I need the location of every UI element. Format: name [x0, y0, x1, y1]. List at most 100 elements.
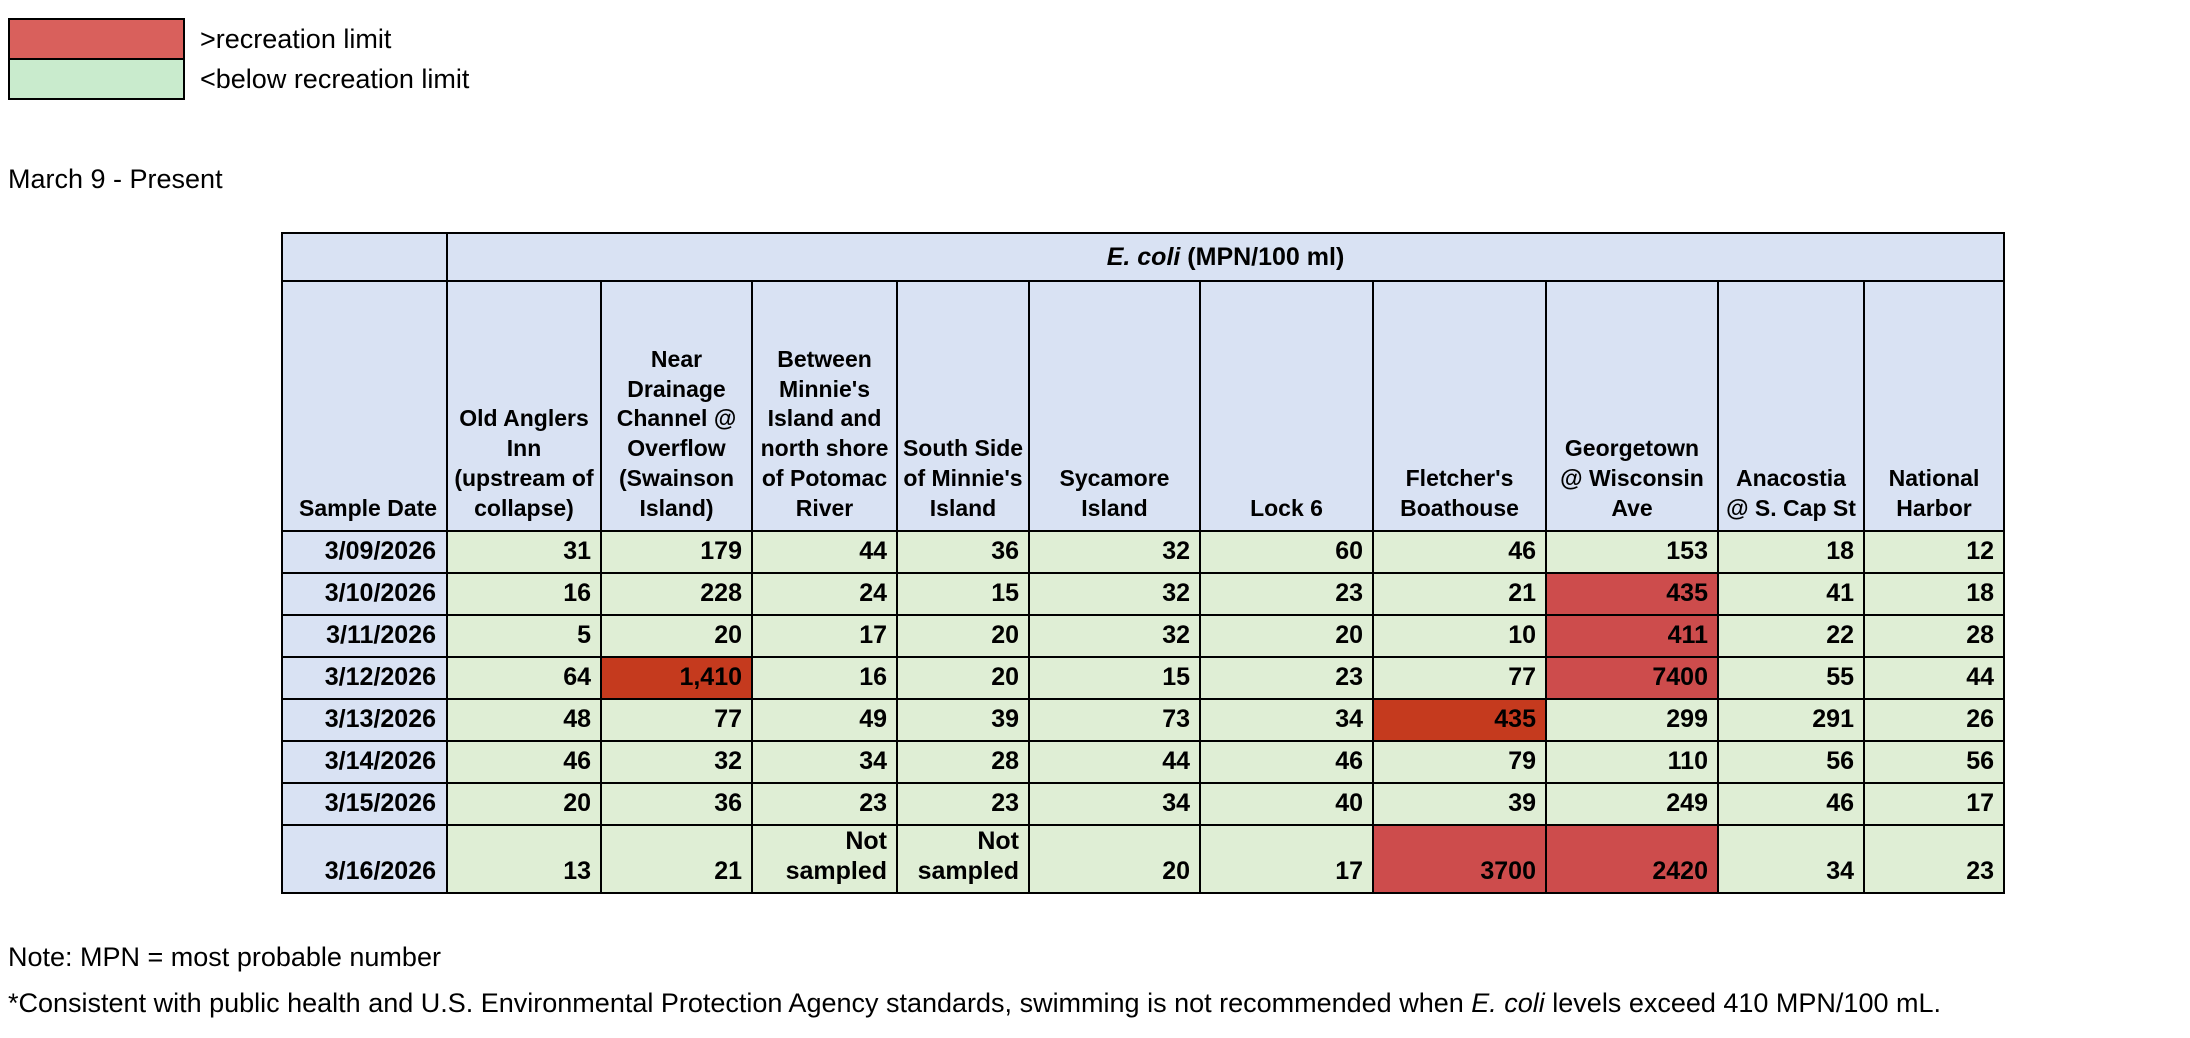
data-cell: 40	[1199, 782, 1374, 826]
note-epa-suffix: levels exceed 410 MPN/100 mL.	[1544, 988, 1941, 1018]
data-cell: 2420	[1545, 824, 1719, 894]
data-cell: 17	[751, 614, 898, 658]
data-cell: 32	[600, 740, 753, 784]
table-row: 3/13/2026 48 77 49 39 73 34 435 299 291 26	[281, 698, 2005, 742]
data-cell: 48	[446, 698, 602, 742]
data-cell: 15	[896, 572, 1030, 616]
data-cell: 34	[1199, 698, 1374, 742]
sample-date-cell: 3/10/2026	[281, 572, 448, 616]
table-row: 3/14/2026 46 32 34 28 44 46 79 110 56 56	[281, 740, 2005, 784]
column-header: Fletcher's Boathouse	[1372, 280, 1547, 532]
data-cell: 13	[446, 824, 602, 894]
table-row: 3/10/2026 16 228 24 15 32 23 21 435 41 18	[281, 572, 2005, 616]
data-cell: 5	[446, 614, 602, 658]
data-cell: 20	[1028, 824, 1201, 894]
data-cell: 179	[600, 530, 753, 574]
column-header: Sycamore Island	[1028, 280, 1201, 532]
table-row: 3/12/2026 64 1,410 16 20 15 23 77 7400 55 44	[281, 656, 2005, 700]
legend-row-below-limit: <below recreation limit	[8, 58, 469, 100]
data-cell: 18	[1717, 530, 1865, 574]
data-cell: 15	[1028, 656, 1201, 700]
data-cell: 16	[446, 572, 602, 616]
above-limit-label: >recreation limit	[200, 23, 392, 54]
data-cell: 435	[1545, 572, 1719, 616]
note-epa-prefix: *Consistent with public health and U.S. …	[8, 988, 1472, 1018]
sample-date-cell: 3/16/2026	[281, 824, 448, 894]
data-cell: 20	[1199, 614, 1374, 658]
sample-date-cell: 3/13/2026	[281, 698, 448, 742]
data-cell: 55	[1717, 656, 1865, 700]
data-cell: Not sampled	[896, 824, 1030, 894]
data-cell: 7400	[1545, 656, 1719, 700]
data-cell: 34	[751, 740, 898, 784]
data-cell: 12	[1863, 530, 2005, 574]
data-cell: 32	[1028, 530, 1201, 574]
note-epa-species: E. coli	[1471, 988, 1545, 1018]
data-cell: 77	[1372, 656, 1547, 700]
data-cell: 77	[600, 698, 753, 742]
below-limit-label: <below recreation limit	[200, 63, 470, 94]
data-cell: 46	[1717, 782, 1865, 826]
column-header: South Side of Minnie's Island	[896, 280, 1030, 532]
sample-date-cell: 3/15/2026	[281, 782, 448, 826]
data-cell: 291	[1717, 698, 1865, 742]
data-cell: 249	[1545, 782, 1719, 826]
data-cell: 21	[1372, 572, 1547, 616]
data-cell: 411	[1545, 614, 1719, 658]
data-cell: 16	[751, 656, 898, 700]
data-cell: 23	[751, 782, 898, 826]
data-cell: 46	[1199, 740, 1374, 784]
data-cell: 64	[446, 656, 602, 700]
sample-date-cell: 3/14/2026	[281, 740, 448, 784]
data-cell: 36	[600, 782, 753, 826]
data-cell: 17	[1199, 824, 1374, 894]
data-cell: 3700	[1372, 824, 1547, 894]
corner-cell	[281, 232, 448, 282]
data-cell: 153	[1545, 530, 1719, 574]
data-cell: 41	[1717, 572, 1865, 616]
data-cell: 10	[1372, 614, 1547, 658]
column-header: Lock 6	[1199, 280, 1374, 532]
data-cell: 44	[1863, 656, 2005, 700]
data-cell: 49	[751, 698, 898, 742]
period-label: March 9 - Present	[8, 164, 223, 194]
note-mpn: Note: MPN = most probable number	[8, 942, 441, 972]
table-row: 3/16/2026 13 21 Not sampled Not sampled 20 17 3…	[281, 824, 2005, 894]
data-cell: 34	[1717, 824, 1865, 894]
data-cell: 17	[1863, 782, 2005, 826]
column-header: Anacostia @ S. Cap St	[1717, 280, 1865, 532]
column-header-row: Sample Date Old Anglers Inn (upstream of…	[281, 280, 2005, 532]
data-cell: 79	[1372, 740, 1547, 784]
data-cell: 435	[1372, 698, 1547, 742]
data-cell: 18	[1863, 572, 2005, 616]
table-row: 3/09/2026 31 179 44 36 32 60 46 153 18 12	[281, 530, 2005, 574]
column-header: National Harbor	[1863, 280, 2005, 532]
data-cell: 23	[896, 782, 1030, 826]
data-cell: 56	[1863, 740, 2005, 784]
data-cell: 1,410	[600, 656, 753, 700]
data-cell: 46	[1372, 530, 1547, 574]
data-cell: 299	[1545, 698, 1719, 742]
sample-date-cell: 3/12/2026	[281, 656, 448, 700]
below-limit-color-swatch	[8, 58, 185, 100]
column-header: Old Anglers Inn (upstream of collapse)	[446, 280, 602, 532]
data-cell: 110	[1545, 740, 1719, 784]
data-cell: 23	[1199, 656, 1374, 700]
note-epa: *Consistent with public health and U.S. …	[8, 988, 1941, 1019]
table-row: 3/15/2026 20 36 23 23 34 40 39 249 46 17	[281, 782, 2005, 826]
data-cell: 23	[1863, 824, 2005, 894]
table-title-row: E. coli (MPN/100 ml)	[281, 232, 2005, 282]
data-cell: 228	[600, 572, 753, 616]
data-cell: 20	[896, 614, 1030, 658]
legend: >recreation limit <below recreation limi…	[8, 18, 469, 100]
data-cell: 23	[1199, 572, 1374, 616]
sample-date-cell: 3/09/2026	[281, 530, 448, 574]
table-title-units: (MPN/100 ml)	[1180, 242, 1345, 271]
sample-date-header: Sample Date	[281, 280, 448, 532]
data-cell: 28	[1863, 614, 2005, 658]
data-cell: 32	[1028, 572, 1201, 616]
data-cell: 20	[446, 782, 602, 826]
data-cell: 32	[1028, 614, 1201, 658]
data-cell: 20	[896, 656, 1030, 700]
data-cell: 22	[1717, 614, 1865, 658]
